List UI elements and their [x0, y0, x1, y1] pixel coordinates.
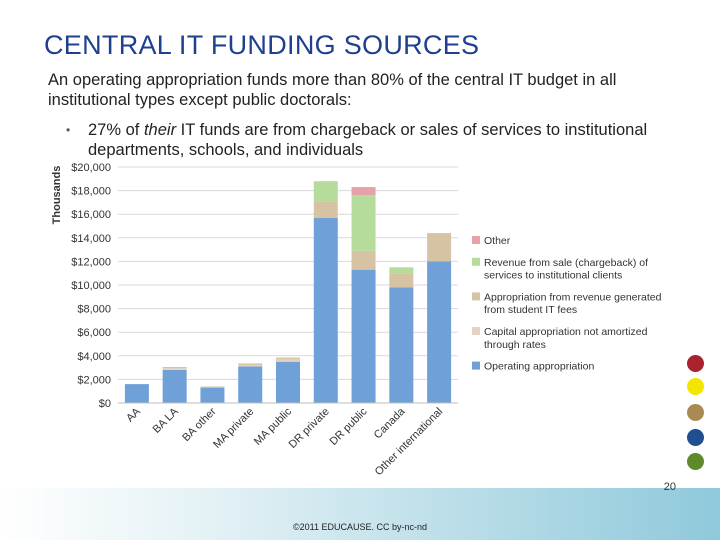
- bar-segment: [238, 365, 263, 367]
- y-tick-label: $10,000: [71, 280, 111, 292]
- bar-segment: [351, 187, 376, 196]
- legend-entry: Other: [484, 235, 511, 247]
- legend-swatch: [472, 257, 480, 266]
- legend-swatch: [472, 327, 480, 335]
- bar-segment: [238, 363, 263, 366]
- x-category-label: Other international: [373, 406, 445, 478]
- y-tick-label: $12,000: [71, 256, 111, 268]
- side-dot: [687, 355, 704, 372]
- y-tick-label: $16,000: [71, 209, 111, 221]
- bar-segment: [162, 368, 187, 370]
- bar-segment: [427, 233, 452, 262]
- y-tick-label: $4,000: [77, 351, 111, 363]
- bar-segment: [427, 261, 452, 403]
- bar-segment: [162, 369, 187, 403]
- bar-segment: [313, 217, 338, 403]
- bar-segment: [351, 250, 376, 270]
- x-category-label: Canada: [372, 405, 408, 441]
- y-tick-label: $2,000: [77, 374, 111, 386]
- bar-segment: [389, 267, 414, 274]
- legend-entry: Appropriation from revenue generated from…: [484, 291, 662, 316]
- y-tick-label: $18,000: [71, 186, 111, 198]
- bar-segment: [351, 195, 376, 251]
- bar-segment: [162, 367, 187, 369]
- legend-swatch: [472, 236, 480, 244]
- footer-band: [0, 488, 720, 540]
- intro-text: An operating appropriation funds more th…: [48, 71, 617, 109]
- legend-entry: Revenue from sale (chargeback) of service…: [484, 257, 648, 282]
- x-category-label: DR public: [327, 405, 370, 448]
- stacked-bar-chart: $0 $2,000 $4,000 $6,000 $8,000 $10,000 $12,000…: [51, 162, 662, 478]
- x-category-label: DR private: [287, 406, 332, 451]
- y-tick-label: $0: [99, 398, 111, 410]
- bar-segment: [313, 201, 338, 218]
- side-dot: [687, 429, 704, 446]
- bar-segment: [200, 386, 225, 388]
- slide-title: CENTRAL IT FUNDING SOURCES: [44, 30, 480, 60]
- bullet-text-emphasis: their: [143, 121, 177, 139]
- bar-segment: [238, 366, 263, 403]
- bullet-text: 27% of their IT funds are from chargebac…: [66, 120, 686, 160]
- bullet-text-suffix: IT funds are from chargeback or sales of…: [88, 121, 648, 159]
- legend-entry: Capital appropriation not amortized throu…: [484, 326, 648, 351]
- bar-segment: [276, 361, 300, 403]
- copyright-text: ©2011 EDUCAUSE. CC by-nc-nd: [292, 522, 427, 532]
- bar-segment: [276, 357, 300, 360]
- side-dot: [687, 404, 704, 421]
- y-axis-label: Thousands: [51, 166, 63, 225]
- x-category-label: BA other: [180, 405, 219, 444]
- bar-segment: [124, 384, 149, 403]
- bar-segment: [200, 387, 225, 403]
- legend: Other Revenue from sale (chargeback) of se…: [472, 235, 662, 373]
- x-category-label: MA private: [211, 406, 256, 451]
- bullet-text-prefix: 27% of: [88, 121, 144, 139]
- x-category-label: AA: [124, 405, 143, 424]
- y-axis-ticks: $0 $2,000 $4,000 $6,000 $8,000 $10,000 $12,000…: [71, 162, 111, 410]
- bar-segment: [351, 269, 376, 403]
- side-dot: [687, 453, 704, 470]
- bars: [124, 181, 452, 403]
- legend-swatch: [472, 361, 480, 370]
- y-tick-label: $20,000: [71, 162, 111, 174]
- y-tick-label: $6,000: [77, 327, 111, 339]
- bar-segment: [389, 273, 414, 288]
- bar-segment: [313, 181, 338, 202]
- legend-swatch: [472, 292, 480, 301]
- bullet-dot-icon: •: [66, 123, 71, 137]
- bar-segment: [389, 287, 414, 403]
- side-dot: [687, 378, 704, 395]
- bullet-item: • 27% of their IT funds are from chargeb…: [66, 120, 686, 160]
- x-category-label: BA LA: [151, 405, 182, 436]
- page-number: 20: [663, 481, 676, 493]
- legend-entry: Operating appropriation: [484, 361, 594, 373]
- bar-segment: [276, 359, 300, 362]
- y-tick-label: $8,000: [77, 304, 111, 316]
- y-tick-label: $14,000: [71, 233, 111, 245]
